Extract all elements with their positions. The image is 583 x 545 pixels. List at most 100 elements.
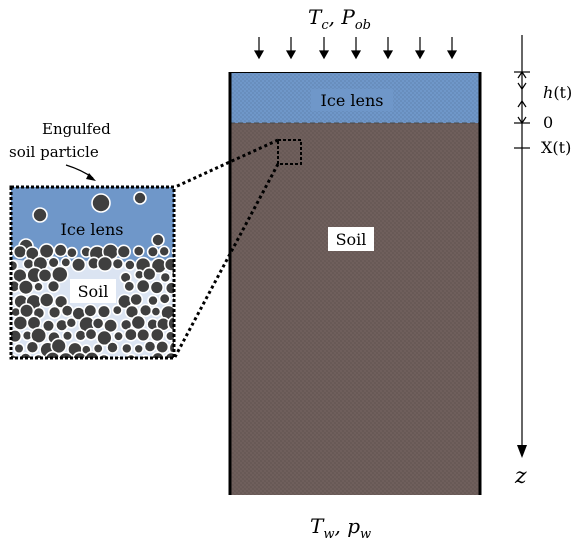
soil-particle [129, 292, 144, 307]
soil-particle [125, 353, 137, 358]
engulfed-caption-line1: Engulfed [42, 120, 111, 138]
h-dimension-arrow-mid-down [517, 82, 527, 91]
soil-particle [38, 292, 55, 308]
load-arrow [382, 37, 394, 60]
soil-particle [96, 255, 114, 272]
soil-particle [132, 245, 145, 257]
soil-particle [149, 327, 165, 343]
z-axis-label: z [514, 464, 527, 489]
soil-particle [135, 278, 151, 294]
soil-particle [158, 292, 171, 305]
soil-particle [121, 342, 133, 355]
inset-ice-label: Ice lens [61, 220, 124, 239]
soil-particle [97, 353, 111, 358]
soil-particle [146, 245, 159, 258]
soil-particle [106, 341, 119, 354]
soil-column: Ice lens Soil [228, 72, 482, 495]
soil-particle [149, 280, 165, 295]
soil-label-box [328, 227, 374, 251]
soil-particle [60, 256, 72, 268]
soil-particle [30, 326, 48, 344]
soil-particle [96, 304, 112, 319]
h-dimension-arrow-down [517, 116, 527, 125]
load-arrow [446, 37, 458, 60]
soil-particle [60, 304, 74, 318]
soil-particle [91, 316, 105, 330]
soil-particle [138, 303, 153, 318]
ice-label-box [311, 89, 393, 111]
soil-particle [83, 303, 98, 318]
soil-particle [17, 279, 34, 296]
soil-particle [32, 207, 48, 223]
load-arrow [285, 37, 297, 60]
soil-particle [142, 266, 157, 282]
inset-ice-region [11, 187, 174, 263]
soil-particle [133, 191, 147, 205]
inset-soil-label: Soil [78, 282, 109, 301]
load-arrow [318, 37, 330, 60]
load-arrow [253, 37, 265, 60]
soil-particle [13, 342, 25, 355]
soil-particle [111, 304, 123, 316]
soil-particle [47, 305, 62, 320]
soil-particle [71, 351, 88, 358]
soil-particle [159, 271, 172, 284]
zero-label: 0 [543, 113, 553, 132]
x-t-label: X(t) [541, 138, 571, 157]
soil-particle [66, 246, 78, 259]
soil-particle [44, 351, 61, 358]
soil-particle [11, 295, 15, 308]
depth-axis-arrowhead [517, 445, 527, 458]
soil-particle [70, 257, 87, 273]
soil-particle [103, 318, 119, 334]
engulfed-caption-line2: soil particle [9, 143, 99, 161]
soil-particle [11, 329, 23, 344]
bottom-boundary-label: Tw, pw [310, 514, 371, 542]
zoom-region-marker [277, 139, 302, 165]
inset-border [9, 185, 176, 360]
soil-particle [57, 351, 74, 358]
top-boundary-label: Tc, Pob [308, 5, 371, 33]
soil-texture [230, 123, 480, 495]
soil-particle [147, 294, 159, 307]
soil-particle [46, 279, 61, 293]
soil-particle [111, 257, 125, 270]
soil-particle [74, 329, 87, 342]
soil-particle [65, 316, 78, 329]
ice-lens-label: Ice lens [321, 91, 384, 110]
soil-particle [50, 337, 67, 355]
soil-particle [167, 315, 174, 332]
inset-soil-label-box [70, 279, 116, 303]
engulfed-particle-pointer [65, 164, 96, 181]
zoom-connectors [173, 138, 280, 358]
soil-particle [37, 267, 53, 283]
h-dimension-arrow-up [517, 70, 527, 79]
h-t-label: h(t) [543, 83, 572, 102]
soil-particle [11, 259, 19, 272]
soil-particle [133, 343, 144, 355]
load-arrow [350, 37, 362, 60]
soil-particle [84, 327, 98, 341]
soil-particle [116, 244, 132, 259]
soil-particle [41, 319, 56, 333]
soil-particle [12, 244, 28, 259]
soil-particle [136, 327, 151, 343]
soil-particle [96, 329, 113, 347]
soil-particle [158, 245, 170, 258]
h-dimension-arrow-mid-up [517, 99, 527, 108]
soil-label: Soil [336, 230, 367, 249]
soil-particle [164, 281, 174, 295]
soil-particle [47, 256, 60, 269]
soil-particle [53, 294, 69, 309]
soil-particle [124, 259, 136, 271]
soil-particle [53, 243, 68, 258]
soil-particle [83, 351, 100, 358]
soil-particle [92, 342, 104, 354]
zoom-inset: Ice lens Soil [9, 185, 176, 360]
soil-particle [123, 327, 138, 342]
soil-particle [143, 340, 157, 353]
soil-particle [50, 265, 69, 284]
soil-particle [91, 193, 111, 213]
load-arrow [414, 37, 426, 60]
